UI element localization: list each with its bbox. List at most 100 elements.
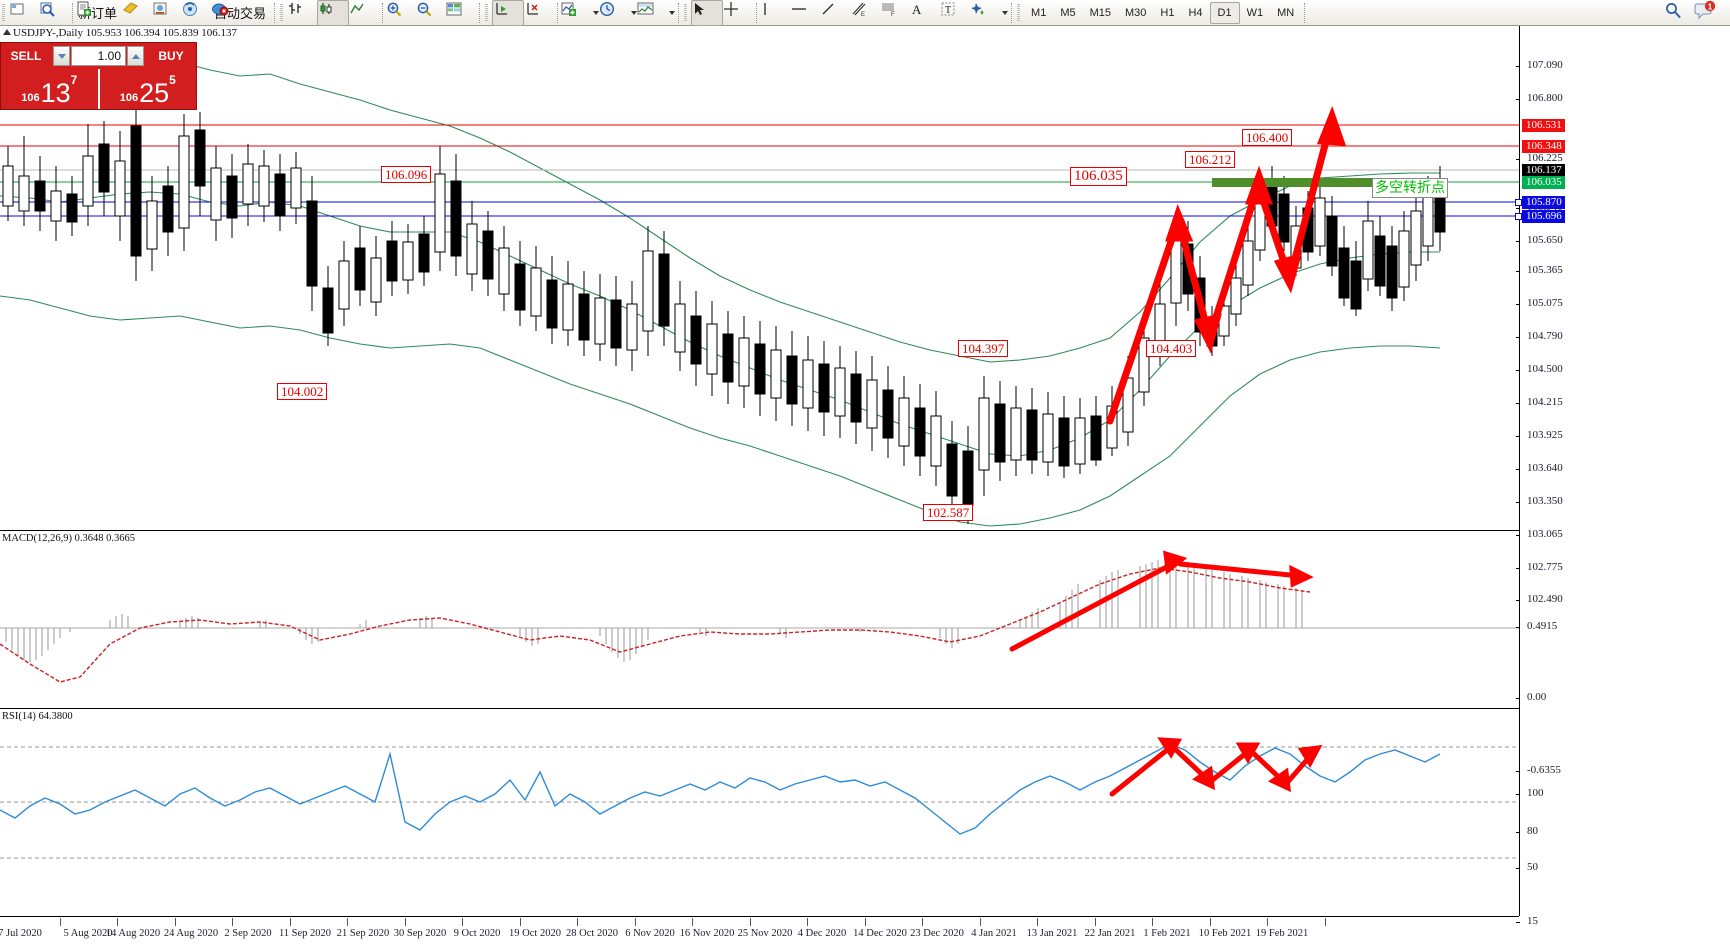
toolbar-grip-3[interactable]: [483, 2, 492, 24]
vertical-line-icon[interactable]: [760, 1, 790, 25]
candlestick-chart-icon[interactable]: [317, 0, 350, 26]
timeframe-m1[interactable]: M1: [1031, 6, 1047, 19]
svg-text:F: F: [891, 12, 895, 18]
line-chart-icon[interactable]: [349, 1, 379, 25]
drawn-arrows: [1106, 105, 1347, 425]
axis-tick-rsi-15: 15: [1516, 915, 1538, 927]
price-level-105-870[interactable]: 105.870: [1515, 196, 1565, 209]
date-label-11: 6 Nov 2020: [625, 928, 675, 939]
level-handle-105-870[interactable]: [1515, 199, 1522, 206]
data-window-icon[interactable]: [446, 1, 476, 25]
rsi-drawn-arrow: [1109, 737, 1323, 797]
crosshair-icon[interactable]: [723, 1, 753, 25]
volume-decrement-button[interactable]: [53, 46, 70, 66]
autotrading-button[interactable]: 自动交易: [212, 1, 271, 25]
price-axis[interactable]: 107.090 106.800 106.225 105.940 105.650 …: [1515, 26, 1730, 927]
indicators-dropdown-caret[interactable]: [593, 10, 600, 15]
main-toolbar: 新订单 自动交易: [0, 0, 1730, 26]
toolbar-grip-1[interactable]: [0, 2, 9, 24]
timeframe-m15[interactable]: M15: [1089, 6, 1111, 19]
price-pane[interactable]: 104.002 106.096 102.587 104.397 104.403 …: [0, 26, 1519, 530]
zoom-in-icon[interactable]: [386, 1, 416, 25]
anno-106-400[interactable]: 106.400: [1242, 129, 1293, 146]
notifications-icon[interactable]: 1: [1694, 0, 1724, 25]
chart-shift-icon[interactable]: [524, 1, 554, 25]
timeframe-m30[interactable]: M30: [1125, 6, 1147, 19]
anno-104-397[interactable]: 104.397: [958, 340, 1009, 357]
text-label-icon[interactable]: T: [940, 1, 970, 25]
sell-price-display[interactable]: 106 13 7: [1, 69, 98, 109]
anno-102-587[interactable]: 102.587: [923, 504, 974, 521]
signals-icon[interactable]: [182, 1, 212, 25]
rsi-pane[interactable]: RSI(14) 64.3800: [0, 710, 1519, 916]
metaeditor-icon[interactable]: [122, 1, 152, 25]
macd-pane[interactable]: MACD(12,26,9) 0.3648 0.3665: [0, 532, 1519, 707]
price-level-106-531[interactable]: 106.531: [1522, 119, 1565, 132]
shapes-dropdown-caret[interactable]: [1002, 10, 1009, 15]
indicators-icon[interactable]: [561, 1, 591, 25]
timeframe-d1[interactable]: D1: [1209, 1, 1240, 24]
timeframe-h4[interactable]: H4: [1188, 6, 1203, 19]
auto-scroll-icon[interactable]: [492, 0, 525, 26]
anno-turning-point[interactable]: 多空转折点: [1372, 178, 1448, 198]
trendline-icon[interactable]: [820, 1, 850, 25]
anno-104-403[interactable]: 104.403: [1146, 340, 1197, 357]
horizontal-line-icon[interactable]: [790, 1, 820, 25]
date-axis[interactable]: 7 Jul 2020 5 Aug 2020 14 Aug 2020 24 Aug…: [0, 918, 1519, 945]
templates-icon[interactable]: [637, 1, 667, 25]
templates-dropdown-caret[interactable]: [669, 10, 676, 15]
timeframe-box-icon[interactable]: [9, 1, 39, 25]
search-icon[interactable]: [1664, 1, 1694, 25]
axis-tick-103-350: 103.350: [1516, 495, 1563, 507]
anno-106-035[interactable]: 106.035: [1070, 167, 1127, 186]
timeframe-mn[interactable]: MN: [1277, 6, 1295, 19]
toolbar-grip-5[interactable]: [1015, 2, 1024, 24]
text-icon[interactable]: A: [910, 1, 940, 25]
shapes-icon[interactable]: [970, 1, 1000, 25]
price-level-106-035[interactable]: 106.035: [1522, 176, 1565, 189]
expert-advisors-icon[interactable]: [152, 1, 182, 25]
timeframe-h1[interactable]: H1: [1160, 6, 1175, 19]
price-level-106-137[interactable]: 106.137: [1522, 164, 1565, 177]
date-label-19: 22 Jan 2021: [1084, 928, 1136, 939]
crosshair-search-icon[interactable]: [39, 1, 69, 25]
axis-tick-102-775: 102.775: [1516, 561, 1563, 573]
equidistant-channel-icon[interactable]: E: [850, 1, 880, 25]
toolbar-grip-2[interactable]: [278, 2, 287, 24]
toolbar-separator-8: [1008, 2, 1015, 24]
buy-button[interactable]: BUY: [146, 43, 196, 69]
timeframe-m5[interactable]: M5: [1060, 6, 1076, 19]
axis-tick-rsi-50: 50: [1516, 861, 1538, 873]
periods-dropdown-caret[interactable]: [631, 10, 638, 15]
new-order-button[interactable]: 新订单: [76, 1, 122, 25]
rsi-line: [0, 743, 1441, 835]
date-label-17: 4 Jan 2021: [971, 928, 1017, 939]
volume-stepper[interactable]: 1.00: [51, 43, 146, 69]
chart-canvas[interactable]: 104.002 106.096 102.587 104.397 104.403 …: [0, 26, 1730, 945]
one-click-trading-panel[interactable]: SELL 1.00 BUY 106 13 7 106 25 5: [0, 42, 197, 110]
toolbar-grip-4[interactable]: [682, 2, 691, 24]
sell-button[interactable]: SELL: [1, 43, 51, 69]
macd-title: MACD(12,26,9) 0.3648 0.3665: [2, 533, 135, 544]
anno-104-002[interactable]: 104.002: [277, 383, 328, 400]
buy-price-display[interactable]: 106 25 5: [97, 69, 197, 109]
cursor-icon[interactable]: [691, 0, 724, 26]
pane-separator-2: [0, 708, 1519, 709]
volume-input[interactable]: 1.00: [71, 46, 126, 66]
price-axis-separator: [1519, 26, 1520, 916]
zoom-out-icon[interactable]: [416, 1, 446, 25]
svg-text:E: E: [861, 12, 865, 18]
timeframe-w1[interactable]: W1: [1246, 6, 1264, 19]
symbol-header: USDJPY-,Daily 105.953 106.394 105.839 10…: [3, 27, 237, 39]
level-handle-105-696[interactable]: [1515, 213, 1522, 220]
anno-106-096[interactable]: 106.096: [381, 166, 432, 183]
price-level-105-696[interactable]: 105.696: [1515, 210, 1565, 223]
bar-chart-icon[interactable]: [287, 1, 317, 25]
toolbar-separator-4: [476, 2, 483, 24]
periods-icon[interactable]: [599, 1, 629, 25]
fibonacci-icon[interactable]: F: [880, 1, 910, 25]
volume-increment-button[interactable]: [127, 46, 144, 66]
date-label-10: 28 Oct 2020: [566, 928, 618, 939]
price-level-106-348[interactable]: 106.348: [1522, 140, 1565, 153]
anno-106-212[interactable]: 106.212: [1185, 151, 1236, 168]
